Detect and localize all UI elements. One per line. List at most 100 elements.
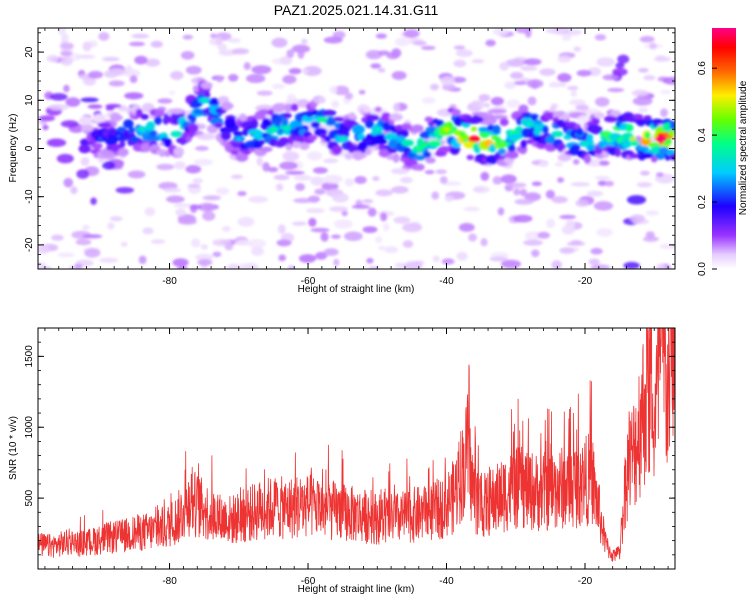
heatmap-speckle [278,254,286,262]
heatmap-speckle [655,55,667,62]
heatmap-ridge-cell [78,144,91,154]
heatmap-speckle [384,246,399,254]
heatmap-speckle [180,50,195,60]
heatmap-ridge-cell [401,139,414,147]
heatmap-ridge-cell [384,132,398,141]
heatmap-speckle [215,187,230,195]
heatmap-speckle [170,70,184,80]
heatmap-speckle [198,202,216,212]
heatmap-speckle [565,219,576,229]
heatmap-speckle [378,245,386,251]
heatmap-speckle [480,171,490,181]
colorbar-tick-label: 0.0 [697,262,708,276]
heatmap-ridge-cell [224,117,237,128]
heatmap-ridge-cell [208,98,221,106]
heatmap-speckle [237,191,247,197]
heatmap-speckle [420,45,436,50]
heatmap-speckle [128,41,146,47]
heatmap-speckle [108,80,125,87]
heatmap-ridge-cell [507,144,516,154]
heatmap-ridge-cell [220,130,232,141]
heatmap-speckle [286,49,295,59]
heatmap-speckle [144,207,156,217]
heatmap-peak-core [97,137,103,141]
heatmap-speckle [570,239,583,245]
heatmap-speckle [102,56,120,62]
heatmap-speckle [46,138,67,147]
heatmap-ridge-cell [389,113,403,122]
snr-plot-area [38,328,675,562]
heatmap-speckle [288,67,302,75]
heatmap-speckle [196,133,216,141]
heatmap-ridge-cell [583,154,592,164]
heatmap-speckle [163,187,182,193]
heatmap-speckle [216,75,224,83]
heatmap-speckle [375,189,393,197]
heatmap-speckle [656,172,664,177]
heatmap-ridge-cell [669,153,675,161]
heatmap-ridge-cell [214,122,223,129]
heatmap-speckle [500,174,517,184]
heatmap-speckle [177,266,188,269]
heatmap-peak-core [603,132,609,136]
heatmap-peak-core [444,127,450,131]
heatmap-ridge-cell [644,131,651,140]
y-tick-label: 500 [24,489,35,506]
heatmap-speckle [131,33,150,39]
heatmap-speckle [636,182,653,188]
heatmap-ridge-cell [123,119,134,129]
heatmap-speckle [596,57,615,67]
y-tick-label: 1000 [24,416,35,439]
heatmap-speckle [244,262,259,269]
heatmap-speckle [643,75,656,81]
heatmap-ridge-cell [668,129,675,137]
heatmap-speckle [362,199,374,204]
heatmap-speckle [586,190,604,197]
heatmap-speckle [323,174,343,184]
heatmap-speckle [60,56,73,66]
heatmap-ridge-cell [318,96,326,104]
heatmap-ridge-cell [609,110,622,117]
heatmap-speckle [150,239,166,244]
heatmap-ridge-cell [365,147,372,156]
snr-x-ticks: -80 -60 -40 -20 [44,328,669,587]
heatmap-ridge-cell [233,131,243,137]
heatmap-speckle [546,218,556,229]
heatmap-speckle [299,141,310,151]
heatmap-speckle [279,161,298,170]
heatmap-peak-core [527,122,533,126]
heatmap-speckle [640,170,650,176]
heatmap-ridge-cell [230,149,239,156]
heatmap-speckle [597,180,607,186]
heatmap-speckle [314,188,326,195]
heatmap-speckle [298,254,317,263]
heatmap-speckle [74,263,83,269]
heatmap-ridge-cell [542,125,549,135]
heatmap-speckle [569,99,586,106]
heatmap-speckle [88,70,104,79]
heatmap-ridge-cell [499,118,509,126]
heatmap-speckle [310,227,330,233]
heatmap-speckle [291,221,307,226]
heatmap-speckle [189,204,203,210]
heatmap-speckle [354,176,367,185]
heatmap-speckle [251,65,272,75]
heatmap-speckle [480,238,488,247]
heatmap-speckle [368,265,380,269]
heatmap-ridge-cell [282,112,292,119]
heatmap-speckle [57,252,75,258]
heatmap-speckle [471,100,482,107]
heatmap-speckle [102,161,116,170]
heatmap-speckle [279,55,293,65]
heatmap-speckle [185,164,202,174]
heatmap-speckle [301,38,308,45]
heatmap-speckle [612,67,628,76]
heatmap-ridge-cell [262,117,271,126]
heatmap-ridge-cell [450,146,460,155]
heatmap-speckle [49,93,68,101]
heatmap-ridge-cell [258,109,271,116]
heatmap-ridge-cell [470,126,478,132]
heatmap-speckle [551,260,563,269]
heatmap-speckle [157,98,173,104]
heatmap-speckle [375,33,387,39]
